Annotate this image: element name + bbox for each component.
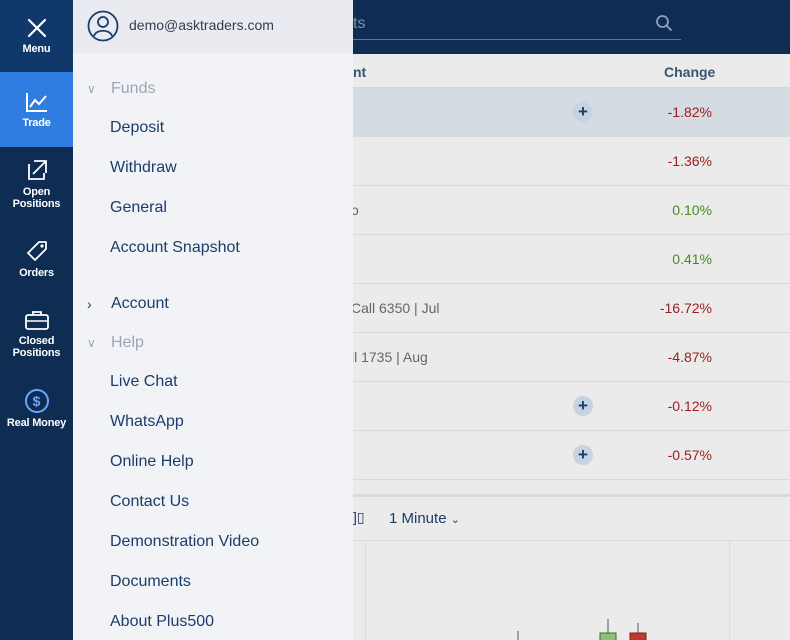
instruments-table-header: nt Change [353,54,790,88]
funds-section-title: Funds [111,80,156,97]
briefcase-icon [24,311,49,330]
user-email: demo@asktraders.com [129,17,274,33]
table-row[interactable]: + -0.57% [353,431,790,480]
table-row[interactable]: 0.41% [353,235,790,284]
candlestick-type-icon[interactable]: ]▯ [353,509,365,525]
tag-icon [26,241,47,261]
open-positions-nav-button[interactable]: Open Positions [0,150,73,218]
menu-item-contact-us[interactable]: Contact Us [110,493,190,510]
change-value: 0.41% [672,251,712,267]
account-section-title: Account [111,295,169,312]
chevron-right-icon: › [87,296,92,312]
chart-toolbar: ]▯ 1 Minute ⌄ [353,494,790,540]
chevron-down-icon: ⌄ [450,514,460,526]
chevron-down-icon: ∨ [87,336,96,350]
menu-item-online-help[interactable]: Online Help [110,453,194,470]
chart-gridline [365,541,366,640]
orders-nav-button[interactable]: Orders [0,228,73,290]
trade-label: Trade [22,116,51,129]
menu-item-deposit[interactable]: Deposit [110,119,165,136]
table-row[interactable]: + -0.12% [353,382,790,431]
instrument-name: Call 6350 | Jul [351,300,440,316]
open-positions-label: Open Positions [12,186,61,210]
search-input[interactable] [353,10,681,40]
change-value: -1.36% [667,153,712,169]
real-money-label: Real Money [6,417,67,429]
orders-label: Orders [19,267,54,279]
chart-gridline [729,541,730,640]
account-section-toggle[interactable]: › Account [87,295,169,313]
instrument-name: ll 1735 | Aug [351,349,428,365]
trade-nav-button[interactable]: Trade [0,72,73,147]
table-row[interactable]: o 0.10% [351,186,790,235]
menu-item-live-chat[interactable]: Live Chat [110,373,178,390]
help-section-title: Help [111,334,144,351]
menu-item-withdraw[interactable]: Withdraw [110,159,177,176]
add-to-watchlist-icon[interactable]: + [573,102,593,122]
change-value: -1.82% [667,104,712,120]
menu-item-about-plus500[interactable]: About Plus500 [110,613,215,630]
change-column-header[interactable]: Change [664,64,716,80]
change-value: -4.87% [667,349,712,365]
menu-button[interactable]: Menu [0,0,73,72]
menu-item-account-snapshot[interactable]: Account Snapshot [110,239,240,256]
menu-item-general[interactable]: General [110,199,167,216]
main-menu-panel: demo@asktraders.com ∨ Funds Deposit With… [73,0,353,640]
funds-section-toggle[interactable]: ∨ Funds [87,80,155,98]
change-value: -0.57% [667,447,712,463]
table-row[interactable]: Call 6350 | Jul -16.72% [351,284,790,333]
real-money-nav-button[interactable]: $ Real Money [0,378,73,440]
menu-item-whatsapp[interactable]: WhatsApp [110,413,184,430]
closed-positions-nav-button[interactable]: Closed Positions [0,300,73,368]
open-positions-icon [27,160,47,180]
closed-positions-label: Closed Positions [12,335,61,359]
user-avatar-icon[interactable] [87,10,119,42]
search-partial-text: ts [353,15,366,32]
candlesticks [517,619,647,640]
instrument-name: o [351,202,359,218]
change-value: 0.10% [672,202,712,218]
add-to-watchlist-icon[interactable]: + [573,396,593,416]
dollar-icon: $ [24,389,49,413]
menu-item-documents[interactable]: Documents [110,573,191,590]
change-value: -0.12% [667,398,712,414]
chevron-down-icon: ∨ [87,82,96,96]
instrument-column-header: nt [353,64,367,80]
table-row[interactable]: + -1.82% [353,88,790,137]
table-row[interactable]: ll 1735 | Aug -4.87% [351,333,790,382]
table-row[interactable]: -1.36% [353,137,790,186]
search-icon[interactable] [655,14,673,32]
menu-label: Menu [22,43,51,55]
timeframe-value: 1 Minute [389,510,447,527]
chart-line-icon [25,92,47,112]
close-icon [27,18,46,38]
timeframe-selector[interactable]: 1 Minute ⌄ [389,510,460,527]
user-header: demo@asktraders.com [73,0,353,53]
help-section-toggle[interactable]: ∨ Help [87,334,144,352]
add-to-watchlist-icon[interactable]: + [573,445,593,465]
left-sidebar: Menu Trade Open Positions Orders Closed … [0,0,73,640]
menu-item-demonstration-video[interactable]: Demonstration Video [110,533,260,550]
price-chart[interactable] [353,540,790,640]
top-bar [353,0,790,54]
change-value: -16.72% [659,300,712,316]
